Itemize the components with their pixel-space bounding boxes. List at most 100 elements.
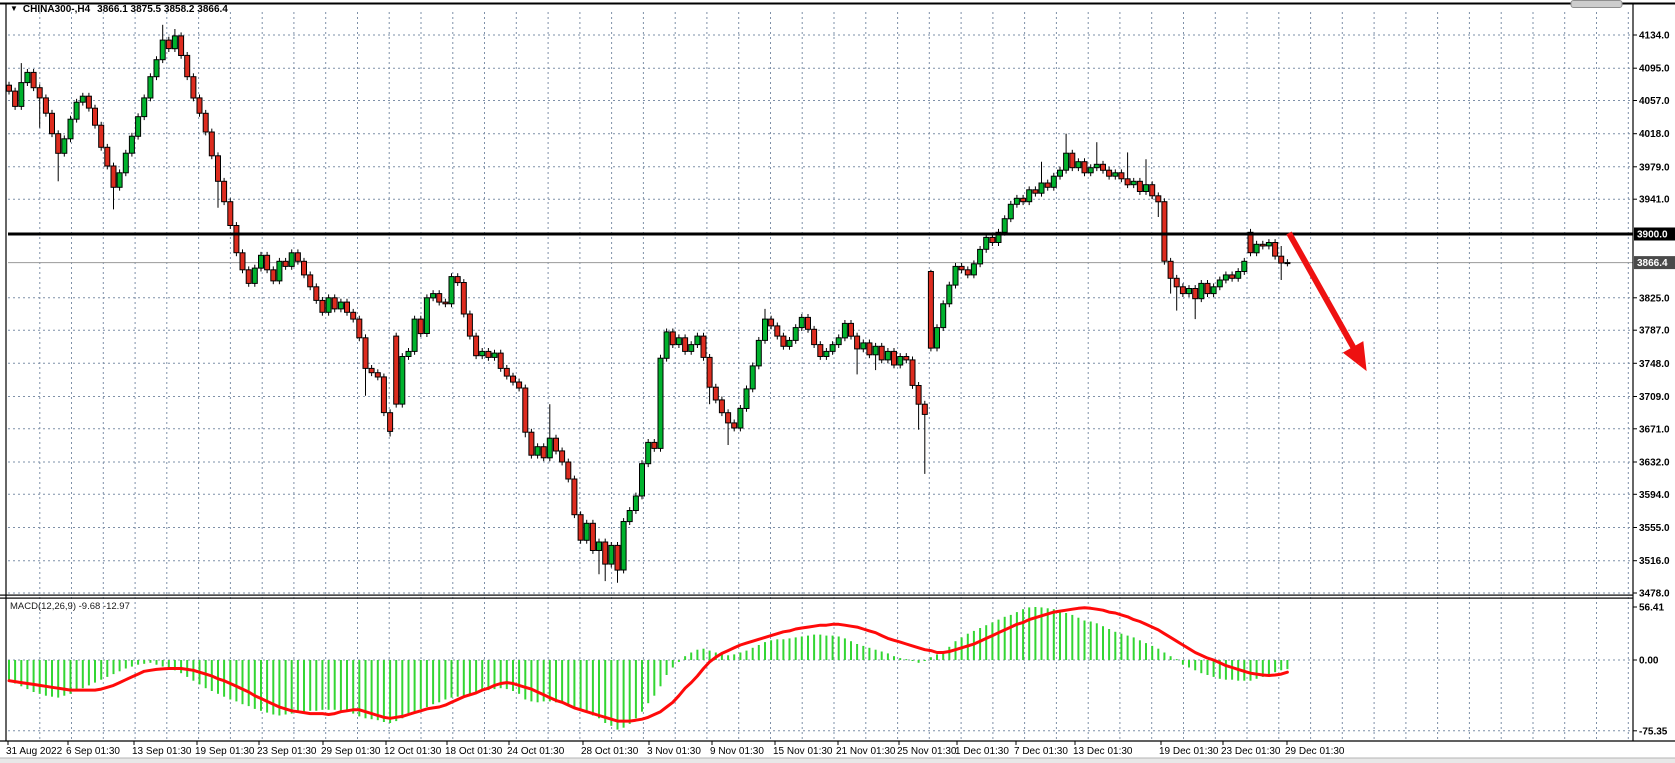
macd-bar xyxy=(266,660,269,713)
panel-separator[interactable] xyxy=(0,594,1633,599)
candle xyxy=(983,236,990,250)
macd-bar xyxy=(770,640,773,660)
macd-bar xyxy=(419,660,422,709)
price-tick-label: 3555.0 xyxy=(1639,523,1670,534)
candle xyxy=(1284,262,1291,265)
macd-bar xyxy=(173,660,176,671)
horizontal-price-line[interactable] xyxy=(8,232,1633,236)
candle xyxy=(596,541,602,551)
candle xyxy=(546,437,553,459)
candle xyxy=(528,431,535,456)
candle xyxy=(1216,279,1223,288)
candle xyxy=(294,252,301,262)
candle xyxy=(380,376,387,414)
candle xyxy=(36,87,43,99)
svg-text:3866.4: 3866.4 xyxy=(1637,258,1668,269)
macd-bar xyxy=(161,660,164,667)
candle xyxy=(307,274,314,288)
candle xyxy=(970,263,977,276)
candle xyxy=(442,301,449,305)
date-tick-label: 3 Nov 01:30 xyxy=(647,746,701,757)
scrollbar-thumb[interactable] xyxy=(1570,0,1623,8)
macd-bar xyxy=(75,660,78,691)
candle xyxy=(165,39,172,50)
candle xyxy=(61,138,68,154)
candle xyxy=(1118,172,1125,180)
macd-bar xyxy=(690,652,693,660)
macd-bar xyxy=(118,660,121,672)
candle xyxy=(872,345,879,356)
candle xyxy=(835,337,842,346)
symbol-dropdown-icon[interactable]: ▼ xyxy=(10,4,18,13)
macd-bar xyxy=(850,641,852,660)
candle xyxy=(24,71,31,84)
candle xyxy=(98,124,105,148)
candle xyxy=(817,344,824,358)
macd-bar xyxy=(862,645,865,660)
candle xyxy=(632,495,639,511)
macd-bar xyxy=(647,660,650,704)
macd-bar xyxy=(610,660,613,726)
price-tick-label: 4134.0 xyxy=(1639,31,1670,42)
macd-bar xyxy=(1046,608,1049,660)
macd-bar xyxy=(604,660,607,723)
candle xyxy=(731,422,738,429)
candle xyxy=(1020,197,1027,203)
candles xyxy=(6,24,1291,583)
macd-bar xyxy=(1009,614,1012,660)
trend-arrow[interactable] xyxy=(1286,231,1367,372)
candle xyxy=(331,297,338,310)
candle xyxy=(319,299,326,313)
candle xyxy=(798,316,805,329)
candle xyxy=(694,335,701,346)
macd-bar xyxy=(487,660,490,691)
candle xyxy=(866,342,873,356)
macd-bar xyxy=(106,660,109,677)
date-tick-label: 23 Dec 01:30 xyxy=(1221,746,1281,757)
macd-bar xyxy=(923,660,926,661)
macd-bar xyxy=(899,658,902,660)
candle xyxy=(718,399,725,414)
macd-bar xyxy=(1212,660,1215,677)
macd-bar xyxy=(413,660,416,712)
ohlc-values: 3866.1 3875.5 3858.2 3866.4 xyxy=(97,4,228,15)
candle xyxy=(1259,243,1266,247)
candle xyxy=(399,356,406,405)
candle xyxy=(614,544,621,571)
macd-bar xyxy=(641,660,643,712)
date-tick-label: 31 Aug 2022 xyxy=(6,746,63,757)
date-tick-label: 19 Sep 01:30 xyxy=(195,746,255,757)
grid xyxy=(8,12,1633,740)
macd-bar xyxy=(936,654,938,660)
price-axis: 4134.0 4095.0 4057.0 4018.0 3979.0 3941.0 3825… xyxy=(1633,31,1675,737)
candle xyxy=(128,135,135,154)
macd-bar xyxy=(794,637,797,660)
macd-bar xyxy=(401,660,404,719)
candle xyxy=(1013,197,1020,205)
macd-bar xyxy=(1151,645,1154,660)
candle xyxy=(85,95,92,109)
candle xyxy=(1075,161,1082,169)
candle xyxy=(1173,277,1180,288)
date-tick-label: 24 Oct 01:30 xyxy=(507,746,565,757)
macd-bar xyxy=(905,659,908,661)
candle xyxy=(1112,172,1119,177)
candle xyxy=(1235,271,1242,279)
macd-bar xyxy=(1089,621,1092,660)
macd-bar xyxy=(733,654,736,660)
candle xyxy=(55,133,62,154)
candle xyxy=(805,316,811,330)
macd-bar xyxy=(1102,626,1104,660)
macd-bar xyxy=(991,622,994,660)
date-tick-label: 13 Dec 01:30 xyxy=(1073,746,1133,757)
candle xyxy=(977,248,984,265)
candle xyxy=(67,118,74,140)
candle xyxy=(669,331,676,346)
candle xyxy=(657,357,664,449)
macd-bar xyxy=(825,635,828,660)
candle xyxy=(909,359,916,386)
price-tick-label: 3748.0 xyxy=(1639,359,1670,370)
macd-bar xyxy=(462,660,465,696)
candle xyxy=(1272,242,1279,257)
